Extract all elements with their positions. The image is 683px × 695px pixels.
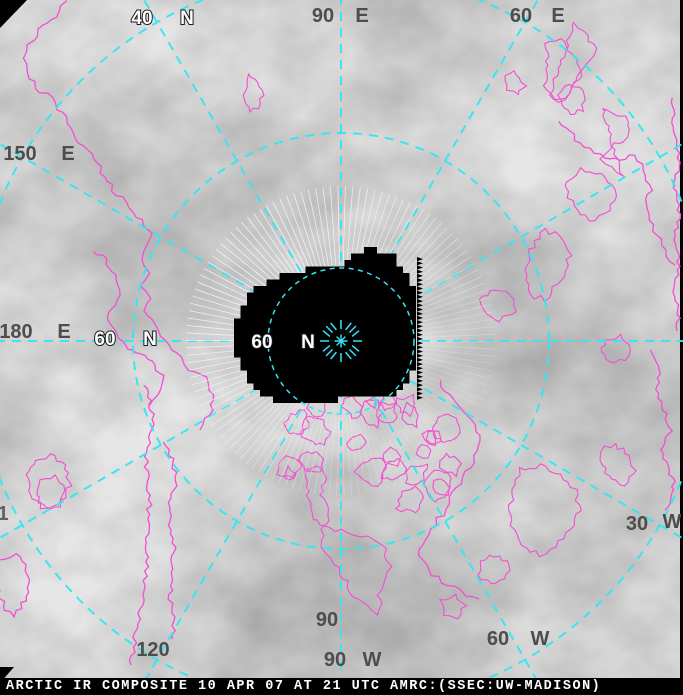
- svg-text:E: E: [551, 5, 564, 27]
- svg-text:N: N: [180, 8, 194, 29]
- svg-text:90: 90: [316, 609, 338, 631]
- svg-text:60: 60: [94, 329, 115, 350]
- svg-text:W: W: [363, 649, 382, 671]
- svg-text:E: E: [61, 143, 74, 165]
- svg-text:180: 180: [0, 321, 33, 343]
- svg-text:W: W: [531, 628, 550, 650]
- svg-text:E: E: [57, 321, 70, 343]
- svg-text:90: 90: [312, 5, 334, 27]
- svg-text:W: W: [663, 511, 682, 533]
- svg-text:60: 60: [487, 628, 509, 650]
- svg-text:60: 60: [510, 5, 532, 27]
- svg-text:30: 30: [626, 513, 648, 535]
- svg-text:E: E: [355, 5, 368, 27]
- svg-text:N: N: [143, 329, 157, 350]
- svg-text:120: 120: [136, 639, 169, 661]
- svg-text:150: 150: [3, 143, 36, 165]
- svg-text:1: 1: [0, 503, 9, 525]
- svg-text:40: 40: [131, 8, 152, 29]
- svg-text:90: 90: [324, 649, 346, 671]
